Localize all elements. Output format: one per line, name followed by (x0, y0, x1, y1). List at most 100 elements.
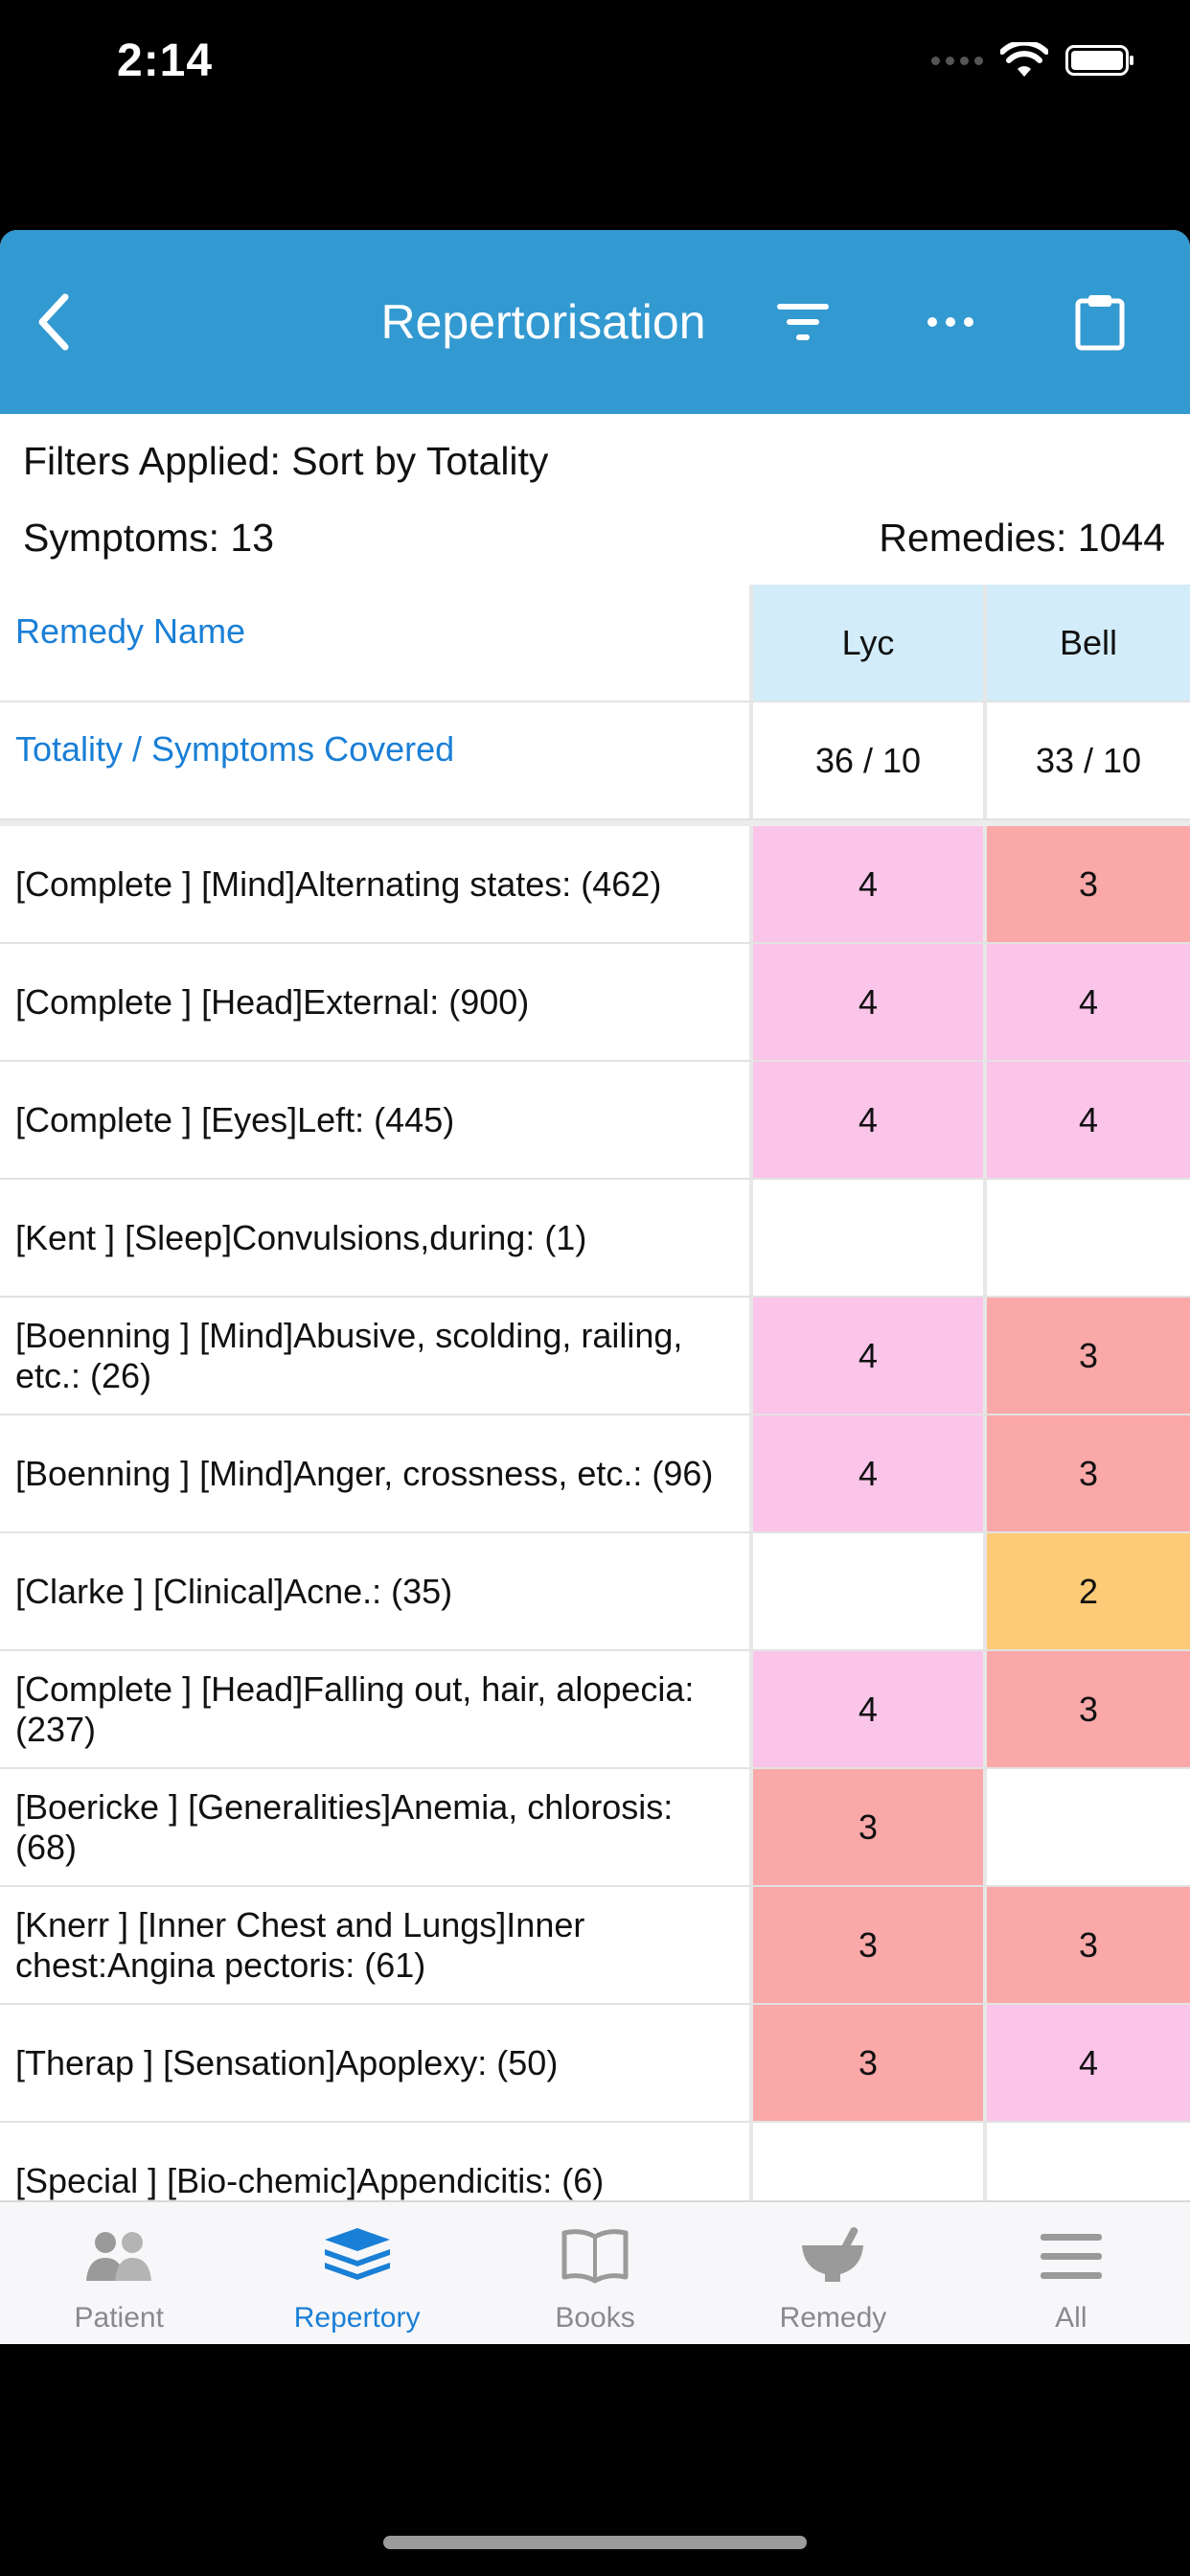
tab-books[interactable]: Books (476, 2202, 714, 2344)
grade-cell[interactable] (753, 1180, 983, 1296)
grade-cell[interactable] (987, 1180, 1190, 1296)
section-divider (0, 820, 1190, 826)
column-divider (749, 1062, 753, 1178)
symptom-row[interactable]: [Complete ] [Head]Falling out, hair, alo… (0, 1651, 1190, 1769)
tab-label: Remedy (779, 2302, 887, 2334)
column-divider (749, 1651, 753, 1767)
column-divider (983, 1415, 987, 1531)
symptom-row[interactable]: [Kent ] [Sleep]Convulsions,during: (1) (0, 1180, 1190, 1298)
column-divider (749, 1298, 753, 1414)
grade-cell[interactable]: 3 (987, 826, 1190, 942)
totality-row: Totality / Symptoms Covered 36 / 10 33 /… (0, 702, 1190, 820)
remedy-column-header[interactable]: Bell (987, 585, 1190, 701)
column-divider (749, 2123, 753, 2239)
tab-label: All (1055, 2302, 1087, 2334)
remedy-name-label: Remedy Name (15, 611, 246, 651)
column-divider (749, 1769, 753, 1885)
grade-cell[interactable]: 4 (987, 1062, 1190, 1178)
back-button[interactable] (13, 282, 94, 362)
symptom-rows: [Complete ] [Mind]Alternating states: (4… (0, 826, 1190, 2241)
grade-cell[interactable]: 4 (987, 2005, 1190, 2121)
battery-icon (1065, 45, 1133, 76)
symptoms-count: Symptoms: 13 (23, 516, 275, 560)
repertorisation-table: Remedy Name Lyc Bell Totality / Symptoms… (0, 585, 1190, 2241)
totality-label: Totality / Symptoms Covered (15, 729, 455, 769)
column-divider (983, 1651, 987, 1767)
grade-cell[interactable]: 4 (753, 944, 983, 1060)
symptom-row[interactable]: [Therap ] [Sensation]Apoplexy: (50) 3 4 (0, 2005, 1190, 2123)
symptom-label: [Complete ] [Mind]Alternating states: (4… (15, 863, 662, 904)
symptom-label: [Special ] [Bio-chemic]Appendicitis: (6) (15, 2160, 605, 2200)
column-divider (983, 702, 987, 818)
symptom-row[interactable]: [Complete ] [Head]External: (900) 4 4 (0, 944, 1190, 1062)
symptom-label: [Boenning ] [Mind]Anger, crossness, etc.… (15, 1453, 714, 1493)
column-divider (749, 1887, 753, 2003)
status-time: 2:14 (117, 35, 214, 86)
column-divider (749, 585, 753, 701)
column-divider (983, 1769, 987, 1885)
column-divider (749, 826, 753, 942)
symptom-row[interactable]: [Boenning ] [Mind]Abusive, scolding, rai… (0, 1298, 1190, 1415)
grade-cell[interactable]: 4 (753, 826, 983, 942)
symptom-label: [Knerr ] [Inner Chest and Lungs]Inner ch… (15, 1904, 585, 1985)
grade-cell[interactable]: 2 (987, 1533, 1190, 1649)
nav-header: Repertorisation (0, 230, 1190, 414)
grade-cell[interactable]: 3 (753, 1769, 983, 1885)
grade-cell[interactable] (987, 1769, 1190, 1885)
grade-cell[interactable] (753, 1533, 983, 1649)
column-divider (749, 1533, 753, 1649)
grade-cell[interactable]: 3 (753, 1887, 983, 2003)
grade-cell[interactable]: 4 (987, 944, 1190, 1060)
page-title: Repertorisation (380, 295, 706, 349)
more-options-button[interactable] (910, 282, 991, 362)
symptom-label: [Kent ] [Sleep]Convulsions,during: (1) (15, 1217, 587, 1257)
column-divider (749, 1415, 753, 1531)
grade-cell[interactable]: 3 (987, 1298, 1190, 1414)
grade-cell[interactable]: 3 (987, 1651, 1190, 1767)
tab-label: Books (555, 2302, 635, 2334)
tab-repertory[interactable]: Repertory (238, 2202, 475, 2344)
tab-bar: Patient Repertory Books (0, 2200, 1190, 2344)
status-bar: 2:14 (0, 0, 1190, 134)
cellular-signal-icon (931, 56, 983, 65)
column-divider (983, 1887, 987, 2003)
column-divider (983, 2005, 987, 2121)
grade-cell[interactable]: 4 (753, 1415, 983, 1531)
column-divider (749, 944, 753, 1060)
tab-label: Repertory (293, 2302, 421, 2334)
tab-patient[interactable]: Patient (0, 2202, 238, 2344)
grade-cell[interactable]: 3 (753, 2005, 983, 2121)
column-divider (749, 1180, 753, 1296)
filter-button[interactable] (763, 282, 843, 362)
wifi-icon (1000, 42, 1048, 77)
symptom-row[interactable]: [Boenning ] [Mind]Anger, crossness, etc.… (0, 1415, 1190, 1533)
column-divider (983, 1298, 987, 1414)
column-divider (749, 2005, 753, 2121)
symptom-label: [Complete ] [Head]External: (900) (15, 981, 530, 1022)
tab-all[interactable]: All (952, 2202, 1190, 2344)
symptom-row[interactable]: [Complete ] [Mind]Alternating states: (4… (0, 826, 1190, 944)
home-indicator (383, 2536, 807, 2549)
remedies-count: Remedies: 1044 (879, 516, 1165, 560)
grade-cell[interactable]: 4 (753, 1062, 983, 1178)
patient-icon (86, 2232, 152, 2281)
symptom-row[interactable]: [Knerr ] [Inner Chest and Lungs]Inner ch… (0, 1887, 1190, 2005)
column-divider (983, 1062, 987, 1178)
clipboard-button[interactable] (1060, 282, 1140, 362)
symptom-row[interactable]: [Boericke ] [Generalities]Anemia, chloro… (0, 1769, 1190, 1887)
symptom-row[interactable]: [Special ] [Bio-chemic]Appendicitis: (6) (0, 2123, 1190, 2241)
grade-cell[interactable]: 4 (753, 1651, 983, 1767)
remedy-icon (802, 2227, 864, 2282)
grade-cell[interactable]: 3 (987, 1887, 1190, 2003)
remedy-column-header[interactable]: Lyc (753, 585, 983, 701)
grade-cell[interactable]: 3 (987, 1415, 1190, 1531)
chevron-left-icon (38, 293, 69, 351)
tab-remedy[interactable]: Remedy (714, 2202, 951, 2344)
column-divider (983, 585, 987, 701)
grade-cell[interactable]: 4 (753, 1298, 983, 1414)
totality-cell: 33 / 10 (1035, 740, 1142, 780)
symptom-row[interactable]: [Complete ] [Eyes]Left: (445) 4 4 (0, 1062, 1190, 1180)
symptom-row[interactable]: [Clarke ] [Clinical]Acne.: (35) 2 (0, 1533, 1190, 1651)
symptom-label: [Boenning ] [Mind]Abusive, scolding, rai… (15, 1315, 683, 1395)
app-screen: Repertorisation Filters Applied: Sort by… (0, 230, 1190, 2344)
